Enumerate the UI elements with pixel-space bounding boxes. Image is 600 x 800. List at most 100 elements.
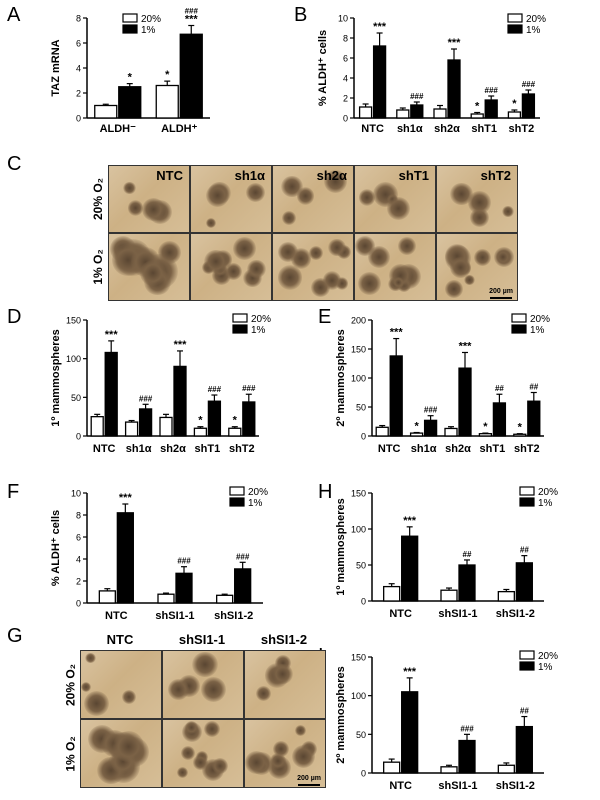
category-label: sh2α <box>434 123 460 135</box>
significance-label: ### <box>139 394 153 403</box>
y-axis-label: 1º mammospheres <box>50 329 62 427</box>
significance-label: ### <box>185 8 199 16</box>
significance-label: ## <box>463 550 472 559</box>
bar <box>444 427 458 437</box>
category-label: shSI1-1 <box>438 608 477 620</box>
bar <box>521 93 536 119</box>
category-label: ALDH⁻ <box>100 123 137 135</box>
micrograph-column-label: sh1α <box>234 168 265 183</box>
y-tick-label: 10 <box>71 489 81 499</box>
legend-swatch <box>511 313 527 323</box>
y-tick-label: 0 <box>76 432 81 442</box>
category-label: NTC <box>93 443 116 455</box>
y-tick-label: 8 <box>343 34 348 44</box>
bar <box>94 104 118 119</box>
bar <box>396 109 410 119</box>
y-tick-label: 0 <box>361 769 366 779</box>
y-tick-label: 6 <box>343 54 348 64</box>
bar <box>527 400 541 437</box>
bar <box>118 86 142 119</box>
legend-label: 20% <box>530 314 550 325</box>
micrograph-row-label: 1% O₂ <box>91 249 105 285</box>
bar <box>470 113 484 119</box>
significance-label: *** <box>174 339 188 351</box>
legend-swatch <box>507 13 523 23</box>
y-tick-label: 6 <box>76 533 81 543</box>
bar <box>440 589 458 602</box>
y-tick-label: 2 <box>76 577 81 587</box>
y-tick-label: 2 <box>343 94 348 104</box>
legend-swatch <box>519 661 535 671</box>
significance-label: ## <box>495 384 504 393</box>
bar <box>484 99 498 119</box>
bar <box>389 355 403 437</box>
bar <box>492 402 507 437</box>
bar <box>179 33 203 119</box>
bar <box>242 401 256 437</box>
y-tick-label: 50 <box>356 561 366 571</box>
panel-letter-b: B <box>294 4 308 26</box>
bar <box>159 416 173 437</box>
y-axis-label: % ALDH⁺ cells <box>50 510 62 586</box>
category-label: shT2 <box>509 123 535 135</box>
y-tick-label: 8 <box>76 511 81 521</box>
significance-label: *** <box>119 492 133 504</box>
category-label: NTC <box>361 123 384 135</box>
bar <box>157 593 175 604</box>
bar <box>440 766 458 774</box>
y-tick-label: 200 <box>351 316 366 326</box>
scale-bar-label: 200 µm <box>489 288 513 295</box>
legend-swatch <box>229 497 245 507</box>
bar <box>193 427 208 437</box>
significance-label: *** <box>459 340 473 352</box>
significance-label: *** <box>403 666 417 678</box>
bar <box>124 421 139 437</box>
panel-letter-e: E <box>318 306 332 328</box>
bar <box>173 365 187 437</box>
significance-label: * <box>233 415 238 427</box>
significance-label: ### <box>177 557 191 566</box>
legend-swatch <box>519 486 535 496</box>
y-tick-label: 150 <box>351 345 366 355</box>
legend-label: 20% <box>141 14 161 25</box>
category-label: shSI1-2 <box>214 610 253 622</box>
micrograph-column-label: shT2 <box>480 168 511 183</box>
bar <box>515 562 533 602</box>
bar <box>383 585 401 602</box>
bar <box>433 108 447 119</box>
y-tick-label: 0 <box>76 114 81 124</box>
y-tick-label: 6 <box>76 39 81 49</box>
category-label: shT1 <box>480 443 506 455</box>
category-label: shSI1-1 <box>155 610 194 622</box>
legend-label: 1% <box>526 25 541 36</box>
significance-label: * <box>483 421 488 433</box>
significance-label: ### <box>236 552 250 561</box>
chart-f: 0 2 4 6 8 10 % ALDH⁺ cells *** NTC ### shSI1-1 ### s… <box>50 486 268 622</box>
legend-swatch <box>232 313 248 323</box>
y-tick-label: 2 <box>76 89 81 99</box>
bar <box>207 400 222 437</box>
significance-label: ## <box>529 383 538 392</box>
bar <box>175 572 193 604</box>
bar <box>216 594 234 604</box>
micrograph-tile: sh2α <box>272 165 354 233</box>
y-tick-label: 8 <box>76 14 81 24</box>
panel-letter-a: A <box>7 4 21 26</box>
significance-label: ### <box>460 724 474 733</box>
y-tick-label: 50 <box>356 403 366 413</box>
bar <box>401 691 419 774</box>
micrograph-row-label: 20% O₂ <box>91 177 105 221</box>
category-label: sh1α <box>126 443 152 455</box>
bar <box>228 427 242 437</box>
legend-label: 20% <box>538 651 558 662</box>
bar <box>104 351 118 437</box>
y-tick-label: 150 <box>351 653 366 663</box>
bar <box>98 590 116 604</box>
significance-label: ### <box>410 92 424 101</box>
category-label: sh1α <box>397 123 423 135</box>
bar <box>358 106 373 119</box>
bar <box>90 416 104 437</box>
micrograph-tile <box>80 719 162 788</box>
micrograph-row-label: 1% O₂ <box>63 735 77 772</box>
